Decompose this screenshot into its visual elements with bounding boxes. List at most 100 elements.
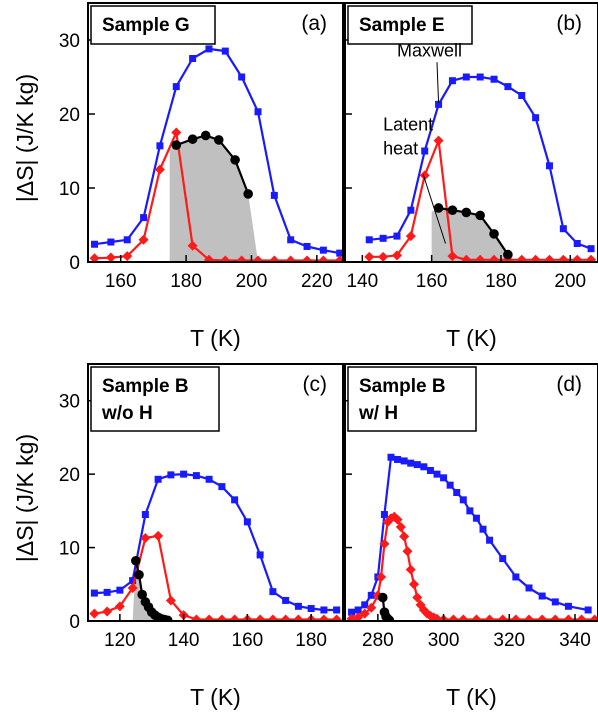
data-point-square xyxy=(336,249,343,257)
series-line-red xyxy=(94,131,340,262)
data-point-diamond xyxy=(302,255,313,262)
data-point-square xyxy=(435,100,443,108)
data-point-diamond xyxy=(516,254,527,262)
data-point-diamond xyxy=(537,614,548,621)
x-tick-label: 140 xyxy=(346,271,378,292)
axes-frame xyxy=(344,2,598,263)
x-tick-label: 340 xyxy=(559,630,591,651)
chart-panel-3: 120 140 160 180 0 10 20 30 T (K) (c) Sample B w/o H xyxy=(59,363,344,710)
data-point-diamond xyxy=(458,614,469,621)
data-point-diamond xyxy=(122,251,133,262)
data-point-diamond xyxy=(364,251,375,262)
data-point-diamond xyxy=(524,614,534,621)
data-point-circle xyxy=(489,229,499,239)
data-point-square xyxy=(116,586,124,594)
data-point-square xyxy=(107,238,115,246)
data-point-square xyxy=(393,232,401,240)
data-point-diamond xyxy=(331,614,342,621)
latent-heat-area xyxy=(431,208,515,262)
x-axis-title: T (K) xyxy=(446,684,497,710)
x-tick-label: 220 xyxy=(301,271,333,292)
y-tick-label: 0 xyxy=(69,253,80,274)
data-point-diamond xyxy=(127,582,138,593)
plot-area xyxy=(89,45,343,262)
chart-panel-4: 280 300 320 340 T (K) (d) Sample B w/ H xyxy=(344,363,598,710)
plot-area xyxy=(346,453,598,621)
data-point-diamond xyxy=(153,530,164,541)
data-point-square xyxy=(319,246,327,254)
data-point-circle xyxy=(461,207,472,218)
axes-frame xyxy=(87,363,344,622)
sample-label: Sample B xyxy=(359,376,446,397)
data-point-diamond xyxy=(140,533,151,544)
data-point-square xyxy=(490,75,498,83)
data-point-circle xyxy=(134,569,144,580)
x-tick-label: 300 xyxy=(428,630,460,651)
data-point-diamond xyxy=(236,255,247,262)
data-point-diamond xyxy=(461,254,472,262)
data-point-circle xyxy=(503,249,513,260)
x-tick-label: 140 xyxy=(168,630,200,651)
data-point-square xyxy=(512,573,520,581)
data-point-square xyxy=(90,589,98,597)
data-point-circle xyxy=(200,130,211,141)
data-point-diamond xyxy=(229,614,240,621)
data-point-square xyxy=(192,472,200,480)
x-tick-label: 160 xyxy=(105,271,137,292)
data-point-square xyxy=(367,591,375,599)
y-axis-title-bottom: |ΔS| (J/K kg) xyxy=(12,434,38,562)
data-point-diamond xyxy=(530,254,541,262)
sample-label-box xyxy=(90,5,216,45)
data-point-square xyxy=(365,236,373,244)
data-point-square xyxy=(238,73,246,81)
data-point-diamond xyxy=(405,564,416,575)
data-point-square xyxy=(140,214,148,222)
data-point-diamond xyxy=(489,254,500,262)
data-point-diamond xyxy=(484,614,495,621)
data-point-square xyxy=(499,555,507,563)
data-point-square xyxy=(564,602,572,610)
data-point-square xyxy=(472,514,480,522)
latent-heat-area xyxy=(132,560,168,621)
data-point-square xyxy=(440,474,448,482)
data-point-square xyxy=(205,45,213,53)
axes-frame xyxy=(87,2,344,263)
sample-label-box xyxy=(90,366,220,432)
data-point-diamond xyxy=(376,571,387,582)
x-tick-label: 200 xyxy=(236,271,268,292)
data-point-square xyxy=(538,592,546,600)
data-point-diamond xyxy=(392,514,403,525)
y-tick-label: 30 xyxy=(59,31,80,52)
data-point-diamond xyxy=(293,614,304,621)
data-point-square xyxy=(587,245,595,253)
data-point-diamond xyxy=(318,614,329,621)
data-point-diamond xyxy=(589,614,598,621)
chart-panel-1: 160 180 200 220 0 10 20 30 T (K) (a) Sample G xyxy=(59,2,344,351)
data-point-circle xyxy=(243,189,253,199)
data-point-diamond xyxy=(171,127,182,138)
data-point-circle xyxy=(377,592,388,603)
data-point-square xyxy=(348,608,356,616)
data-point-diamond xyxy=(558,254,569,262)
data-point-diamond xyxy=(334,255,343,262)
series-line-blue xyxy=(94,47,340,255)
x-tick-label: 180 xyxy=(485,271,517,292)
data-point-diamond xyxy=(378,251,389,262)
data-point-square xyxy=(189,55,197,62)
data-point-square xyxy=(551,598,559,606)
data-point-circle xyxy=(137,589,147,600)
data-point-square xyxy=(559,225,567,233)
sample-label: Sample E xyxy=(359,15,445,36)
data-point-square xyxy=(180,470,188,478)
data-point-diamond xyxy=(346,613,357,621)
data-point-square xyxy=(123,236,131,244)
data-point-diamond xyxy=(395,522,406,533)
y-tick-label: 20 xyxy=(59,465,80,486)
latent-heat-area xyxy=(169,135,258,262)
data-point-square xyxy=(525,584,533,592)
data-point-diamond xyxy=(447,251,458,262)
data-point-square xyxy=(413,461,421,469)
data-point-diamond xyxy=(89,253,100,262)
